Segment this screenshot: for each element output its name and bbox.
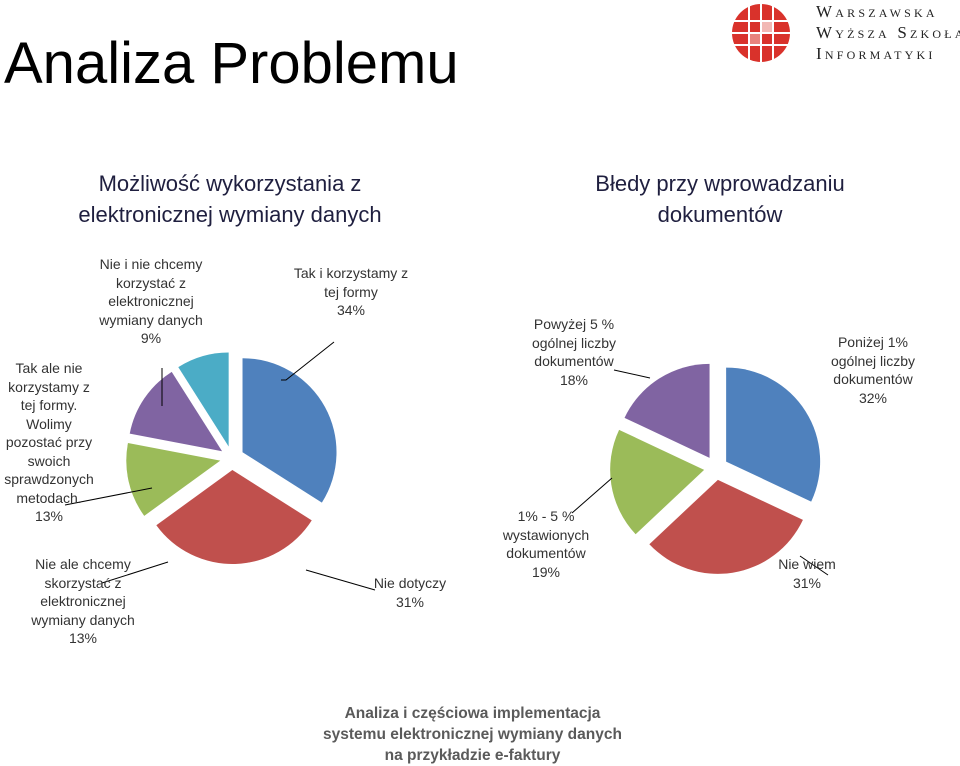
- leader-line-6: [571, 477, 613, 514]
- pie-chart-1: [126, 352, 337, 564]
- pie2-label-ponizej: Poniżej 1% ogólnej liczby dokumentów 32%: [818, 333, 928, 407]
- slice-value-label: 34%: [336, 302, 366, 318]
- footer-line-1: Analiza i częściowa implementacja: [344, 705, 601, 722]
- pie1-label-nie-i-nie: Nie i nie chcemy korzystać z elektronicz…: [98, 255, 204, 348]
- leader-line-1: [305, 569, 376, 591]
- pie2-slice-0: [726, 367, 821, 502]
- logo-line-1: Warszawska: [816, 2, 938, 21]
- slice-value-label: 32%: [858, 389, 888, 406]
- leader-line-7: [799, 555, 829, 576]
- slice-value-label: 13%: [34, 508, 64, 524]
- slice-label-text: Nie i nie chcemy korzystać z elektronicz…: [99, 256, 203, 328]
- pie2-label-powyzej: Powyżej 5 % ogólnej liczby dokumentów 18…: [516, 315, 632, 389]
- footer-caption: Analiza i częściowa implementacja system…: [300, 703, 645, 766]
- pie1-label-tak-i-korzystamy: Tak i korzystamy z tej formy 34%: [286, 264, 416, 320]
- slice-label-text: Powyżej 5 % ogólnej liczby dokumentów: [531, 316, 617, 369]
- logo-emblem-icon: [732, 4, 790, 62]
- leader-line-3: [64, 487, 153, 506]
- footer-line-3: na przykładzie e-faktury: [384, 747, 561, 764]
- slice-label-text: Tak ale nie korzystamy z tej formy. Woli…: [4, 360, 94, 506]
- slice-label-text: Nie ale chcemy skorzystać z elektroniczn…: [31, 556, 135, 628]
- pie2-slice-2: [610, 429, 705, 535]
- pie2-label-nie-wiem: Nie wiem 31%: [762, 555, 852, 592]
- pie-chart-2: [610, 363, 821, 574]
- leader-line-0: [281, 341, 335, 381]
- chart-1-title: Możliwość wykorzystania z elektronicznej…: [78, 171, 382, 227]
- university-logo: Warszawska Wyższa Szkoła Informatyki: [730, 2, 960, 64]
- pie2-slice-3: [624, 363, 710, 458]
- pie2-slice-1: [649, 479, 803, 574]
- slice-value-label: 31%: [792, 574, 822, 591]
- slice-value-label: 13%: [68, 630, 98, 646]
- pie1-slice-2: [126, 443, 221, 516]
- slice-value-label: 18%: [559, 371, 589, 388]
- slice-value-label: 19%: [531, 563, 561, 580]
- pie1-slice-3: [129, 371, 223, 452]
- slice-value-label: 9%: [140, 330, 162, 346]
- slice-label-text: 1% - 5 % wystawionych dokumentów: [502, 508, 590, 561]
- logo-line-3: Informatyki: [816, 44, 936, 63]
- pie1-slice-0: [242, 358, 337, 503]
- slice-label-text: Tak i korzystamy z tej formy: [293, 265, 409, 300]
- slide-title: Analiza Problemu: [4, 31, 459, 96]
- leader-line-2: [101, 561, 169, 584]
- pie1-slice-4: [178, 352, 229, 447]
- pie1-label-tak-ale-nie: Tak ale nie korzystamy z tej formy. Woli…: [0, 359, 98, 526]
- logo-line-2: Wyższa Szkoła: [816, 23, 960, 42]
- leader-line-5: [613, 369, 651, 379]
- slice-label-text: Poniżej 1% ogólnej liczby dokumentów: [830, 334, 916, 387]
- chart-2-title: Błedy przy wprowadzaniu dokumentów: [595, 171, 845, 227]
- slice-label-text: Nie wiem: [778, 556, 836, 572]
- slice-label-text: Nie dotyczy: [373, 575, 447, 591]
- pie1-label-nie-dotyczy: Nie dotyczy 31%: [360, 574, 460, 611]
- pie2-label-1-5: 1% - 5 % wystawionych dokumentów 19%: [488, 507, 604, 581]
- slice-value-label: 31%: [395, 593, 425, 610]
- pie1-label-nie-ale-chcemy: Nie ale chcemy skorzystać z elektroniczn…: [24, 555, 142, 648]
- pie1-slice-1: [156, 469, 312, 564]
- leader-lines: [64, 341, 829, 591]
- footer-line-2: systemu elektronicznej wymiany danych: [323, 726, 622, 743]
